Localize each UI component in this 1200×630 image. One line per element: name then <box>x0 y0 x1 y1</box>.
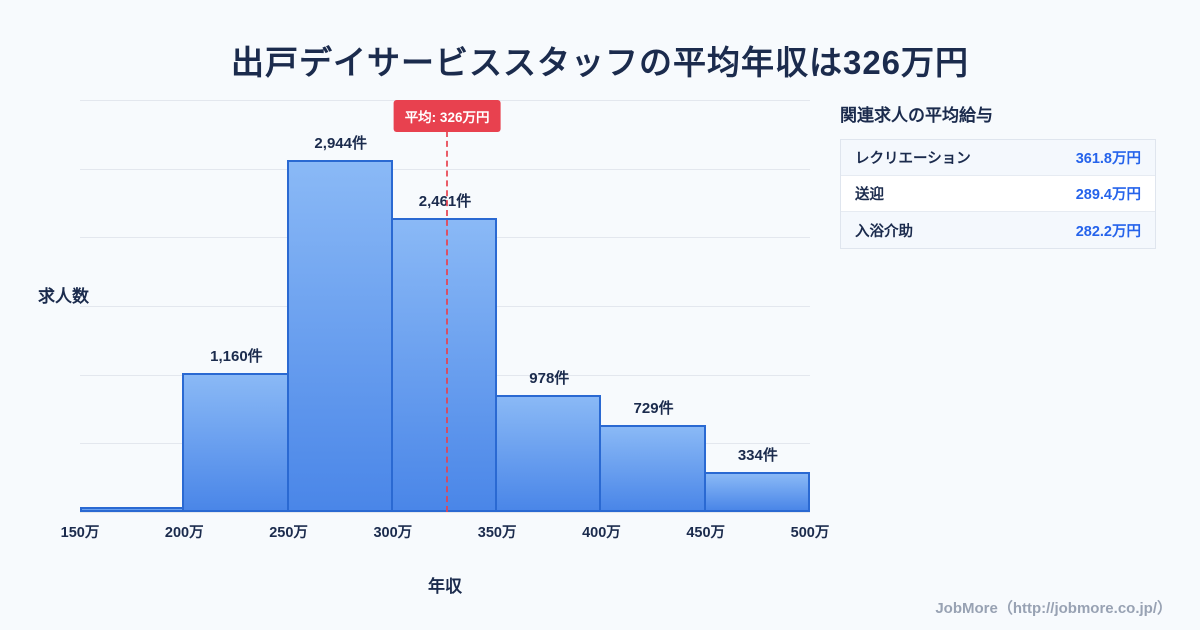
x-axis-label: 年収 <box>428 577 462 596</box>
y-axis-label: 求人数 <box>38 287 89 306</box>
plot-area: 平均: 326万円 1,160件 2,944件 2,461件 978件 729件 334件… <box>61 100 829 541</box>
bar-value-label: 2,461件 <box>418 193 472 211</box>
related-job-name: レクリエーション <box>855 151 971 167</box>
page-title: 出戸デイサービススタッフの平均年収は326万円 <box>230 44 970 81</box>
footer-credit: JobMore（http://jobmore.co.jp/） <box>935 600 1172 617</box>
histogram-bar <box>80 507 185 512</box>
x-axis-tick: 500万 <box>790 525 830 541</box>
x-axis-tick: 250万 <box>269 525 308 541</box>
x-axis-tick: 150万 <box>60 525 100 541</box>
related-job-value: 289.4万円 <box>1075 187 1141 203</box>
bar-value-label: 978件 <box>529 370 570 388</box>
average-dashed-line <box>446 131 449 512</box>
gridline <box>80 512 810 513</box>
bar-value-label: 334件 <box>737 447 778 465</box>
related-job-name: 入浴介助 <box>855 223 913 240</box>
histogram-bar <box>495 395 602 512</box>
bar-value-label: 1,160件 <box>210 348 263 366</box>
x-axis-tick: 350万 <box>477 525 517 541</box>
histogram-bar <box>286 160 393 512</box>
related-job-name: 送迎 <box>855 187 884 203</box>
related-job-row: 送迎 289.4万円 <box>841 176 1155 212</box>
x-axis-tick: 400万 <box>582 525 621 541</box>
bar-value-label: 2,944件 <box>314 135 367 153</box>
histogram-bar <box>703 472 810 512</box>
gridline <box>80 168 810 170</box>
histogram-bar <box>182 373 289 512</box>
histogram-bar <box>599 424 706 512</box>
x-axis-tick: 450万 <box>686 525 726 541</box>
related-job-value: 282.2万円 <box>1075 223 1141 240</box>
related-job-row: レクリエーション 361.8万円 <box>841 140 1155 176</box>
x-axis-tick: 300万 <box>373 525 413 541</box>
related-job-row: 入浴介助 282.2万円 <box>841 212 1155 248</box>
histogram-bar <box>390 218 498 512</box>
related-jobs-heading: 関連求人の平均給与 <box>840 106 993 125</box>
related-job-value: 361.8万円 <box>1075 151 1141 167</box>
related-jobs-card: レクリエーション 361.8万円 送迎 289.4万円 入浴介助 282.2万円 <box>840 139 1156 249</box>
average-badge: 平均: 326万円 <box>393 100 501 132</box>
bar-value-label: 729件 <box>633 399 674 417</box>
x-axis-tick: 200万 <box>164 525 204 541</box>
